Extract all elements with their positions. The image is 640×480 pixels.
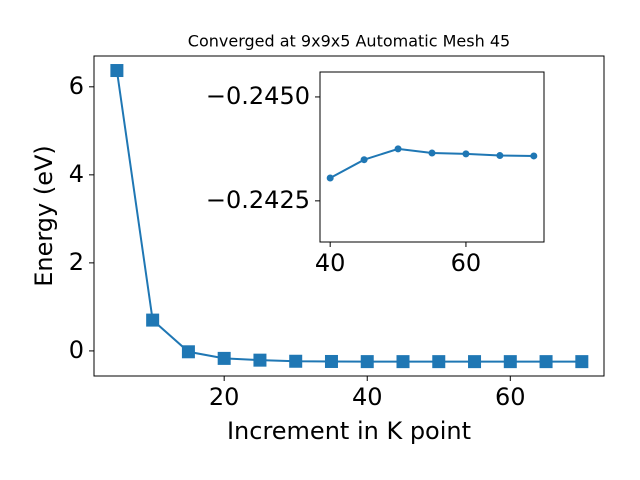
- x-axis-label: Increment in K point: [227, 417, 471, 445]
- marker: [575, 355, 589, 369]
- marker: [496, 152, 504, 160]
- y-tick-label: 4: [69, 160, 84, 188]
- marker: [181, 345, 195, 359]
- marker: [462, 150, 470, 158]
- x-tick-label: 20: [209, 383, 240, 411]
- marker: [394, 145, 402, 153]
- y-tick-label: −0.2450: [206, 82, 310, 110]
- marker: [503, 355, 517, 369]
- marker: [289, 354, 303, 368]
- x-tick-label: 40: [352, 383, 383, 411]
- marker: [530, 152, 538, 160]
- x-tick-label: 60: [451, 249, 482, 277]
- marker: [432, 355, 446, 369]
- plot-area: [319, 71, 545, 243]
- marker: [396, 355, 410, 369]
- marker: [253, 353, 267, 367]
- x-tick-label: 60: [495, 383, 526, 411]
- y-tick-label: −0.2425: [206, 186, 310, 214]
- marker: [324, 354, 338, 368]
- marker: [360, 355, 374, 369]
- marker: [146, 313, 160, 327]
- marker: [326, 174, 334, 182]
- chart-title: Converged at 9x9x5 Automatic Mesh 45: [188, 32, 510, 51]
- marker: [539, 355, 553, 369]
- x-tick-label: 40: [315, 249, 346, 277]
- y-tick-label: 0: [69, 336, 84, 364]
- marker: [428, 149, 436, 157]
- y-tick-label: 6: [69, 72, 84, 100]
- marker: [217, 351, 231, 365]
- marker: [110, 64, 124, 78]
- marker: [360, 156, 368, 164]
- y-tick-label: 2: [69, 248, 84, 276]
- y-axis-label: Energy (eV): [30, 145, 58, 287]
- marker: [468, 355, 482, 369]
